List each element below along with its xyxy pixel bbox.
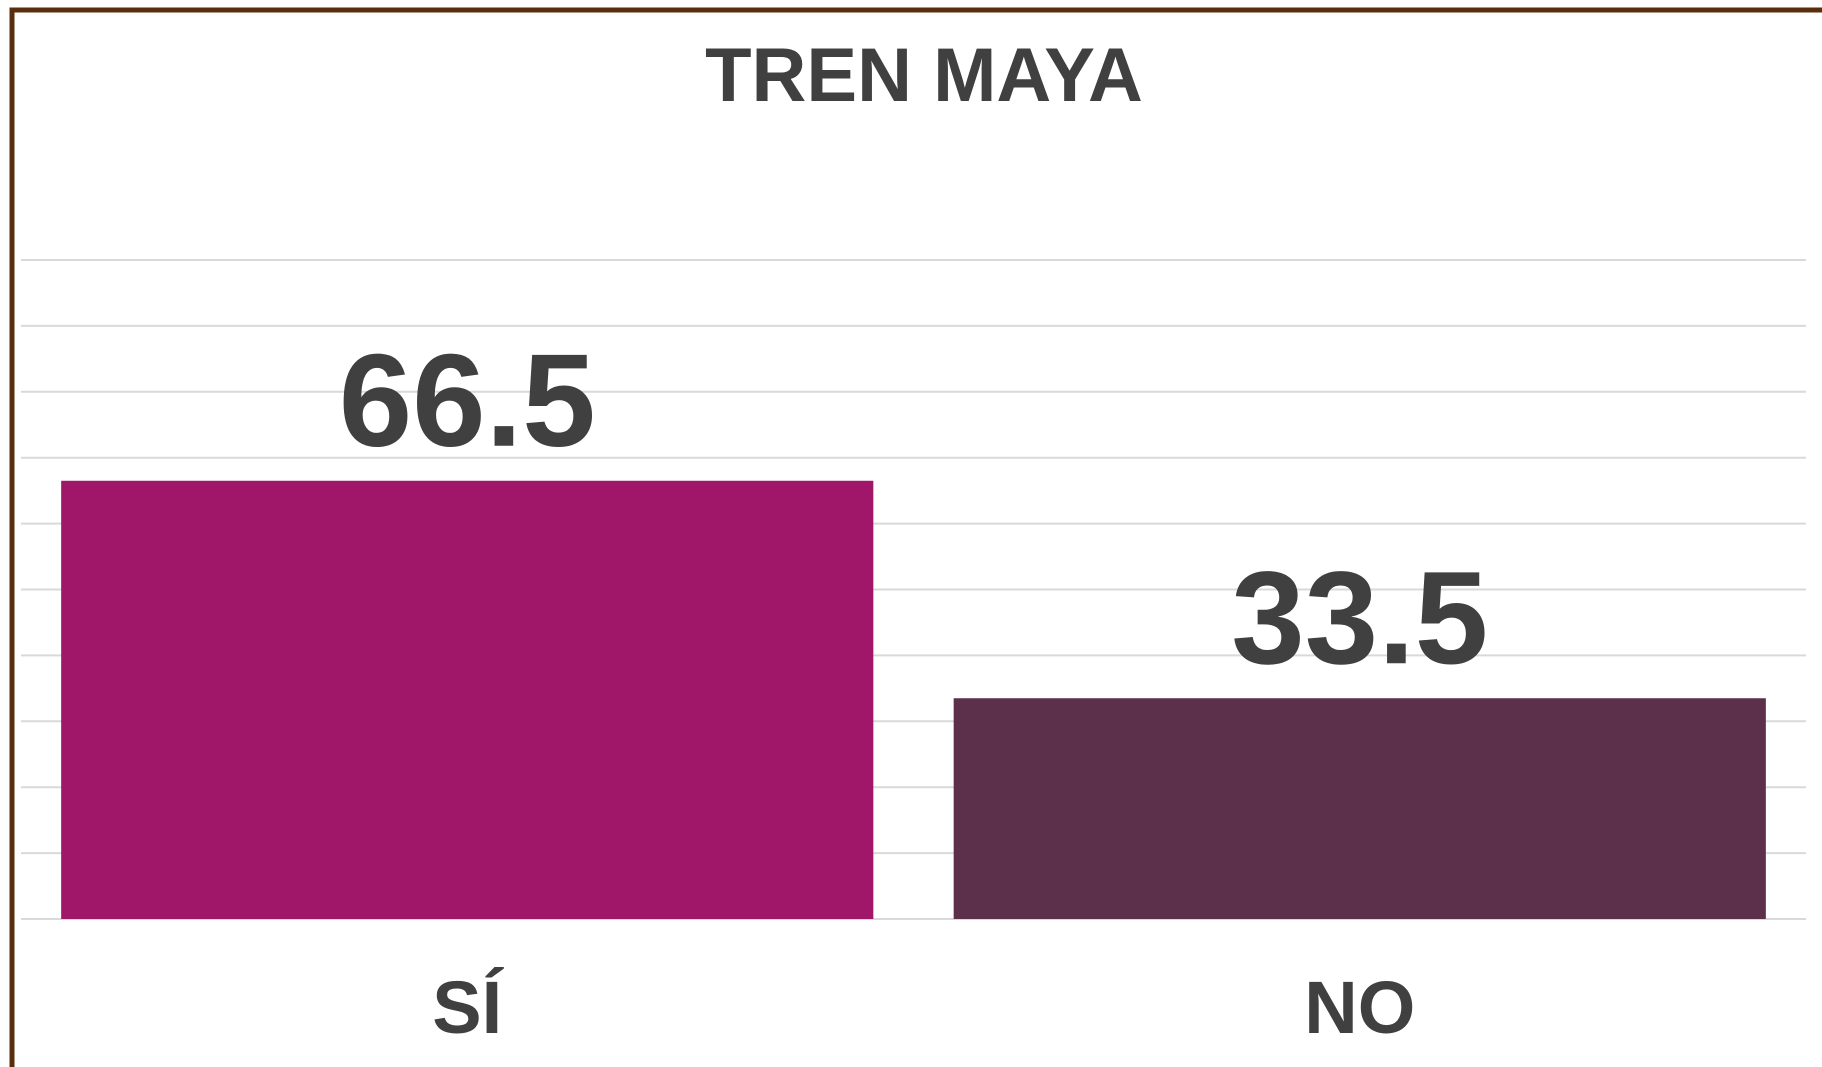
- x-tick-label: SÍ: [432, 966, 504, 1049]
- bar: [953, 698, 1766, 919]
- chart-title: TREN MAYA: [705, 33, 1143, 118]
- bar: [61, 480, 874, 919]
- x-tick-label: NO: [1304, 966, 1415, 1049]
- data-label: 33.5: [1231, 544, 1488, 691]
- data-label: 66.5: [339, 327, 596, 474]
